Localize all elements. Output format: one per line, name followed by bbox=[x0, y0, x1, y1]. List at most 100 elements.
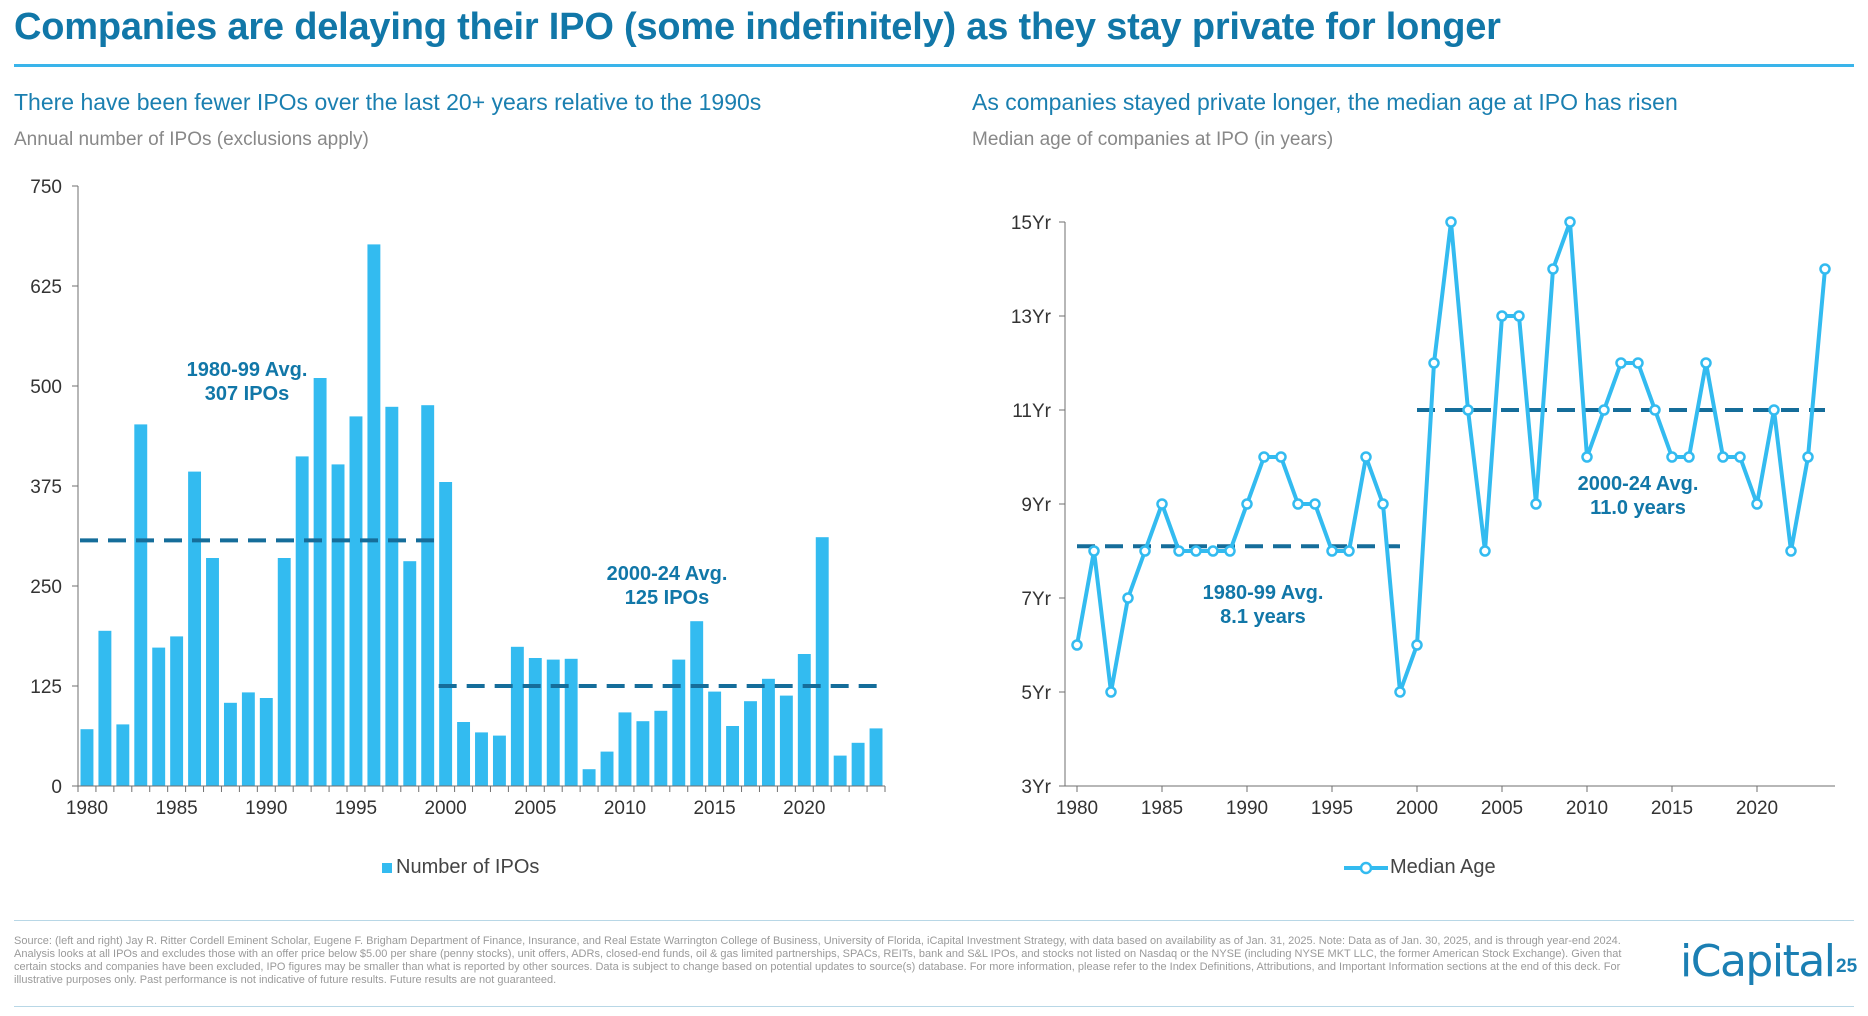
bar-2012 bbox=[654, 710, 668, 786]
line-x-tick-label: 1985 bbox=[1141, 798, 1183, 819]
left-chart-caption: Annual number of IPOs (exclusions apply) bbox=[14, 129, 369, 150]
point-1990 bbox=[1241, 498, 1253, 510]
bar-1994 bbox=[331, 464, 345, 786]
line-avg-value-2000-24: 11.0 years bbox=[1590, 497, 1686, 519]
point-2017 bbox=[1700, 357, 1712, 369]
bar-x-tick-label: 2020 bbox=[783, 798, 825, 819]
bar-1986 bbox=[188, 471, 202, 786]
line-avg-label-1980-99: 1980-99 Avg. bbox=[1203, 582, 1324, 604]
line-y-tick-label: 13Yr bbox=[1011, 307, 1052, 328]
line-x-tick-label: 1980 bbox=[1056, 798, 1098, 819]
bar-avg-label-2000-24: 2000-24 Avg. bbox=[607, 563, 728, 585]
bar-1996 bbox=[367, 244, 381, 786]
bar-2021 bbox=[815, 537, 829, 786]
bar-2015 bbox=[708, 691, 722, 786]
point-1989 bbox=[1224, 545, 1236, 557]
bar-y-tick-label: 250 bbox=[30, 577, 62, 598]
bar-1985 bbox=[170, 636, 184, 786]
bar-x-tick-label: 2005 bbox=[514, 798, 556, 819]
point-1996 bbox=[1343, 545, 1355, 557]
line-avg-label-2000-24: 2000-24 Avg. bbox=[1578, 473, 1699, 495]
point-2010 bbox=[1581, 451, 1593, 463]
bar-y-tick-label: 750 bbox=[30, 177, 62, 198]
point-1985 bbox=[1156, 498, 1168, 510]
bar-2017 bbox=[744, 701, 757, 786]
bar-2023 bbox=[851, 742, 865, 786]
left-chart-subtitle: There have been fewer IPOs over the last… bbox=[14, 89, 762, 115]
line-x-tick-label: 2020 bbox=[1736, 798, 1778, 819]
bar-x-tick-label: 1995 bbox=[335, 798, 377, 819]
point-2003 bbox=[1462, 404, 1474, 416]
right-chart-caption: Median age of companies at IPO (in years… bbox=[972, 129, 1334, 150]
line-x-tick-label: 2015 bbox=[1651, 798, 1693, 819]
title-divider bbox=[14, 64, 1854, 67]
median-age-series-line bbox=[1075, 220, 1827, 694]
line-x-tick-label: 2005 bbox=[1481, 798, 1523, 819]
bar-2019 bbox=[779, 695, 793, 786]
bar-x-tick-label: 1985 bbox=[155, 798, 197, 819]
line-x-tick-label: 2000 bbox=[1396, 798, 1438, 819]
point-2021 bbox=[1768, 404, 1780, 416]
bar-2020 bbox=[797, 654, 811, 786]
point-2007 bbox=[1530, 498, 1542, 510]
bar-x-tick-label: 1990 bbox=[245, 798, 287, 819]
point-2006 bbox=[1513, 310, 1525, 322]
point-1988 bbox=[1207, 545, 1219, 557]
point-1982 bbox=[1105, 686, 1117, 698]
page-number: 25 bbox=[1836, 956, 1858, 977]
point-1981 bbox=[1088, 545, 1100, 557]
point-2001 bbox=[1428, 357, 1440, 369]
bar-x-tick-label: 2000 bbox=[424, 798, 466, 819]
point-1984 bbox=[1139, 545, 1151, 557]
bar-2006 bbox=[546, 659, 560, 786]
point-2016 bbox=[1683, 451, 1695, 463]
median-age-line-chart: 3Yr 5Yr 7Yr 9Yr 11Yr 13Yr 15Yr 1980 1985 1990 1995… bbox=[1011, 213, 1835, 819]
bar-2005 bbox=[528, 658, 542, 786]
bar-1988 bbox=[223, 702, 237, 786]
bar-x-tick-label: 2015 bbox=[693, 798, 735, 819]
line-x-tick-label: 2010 bbox=[1566, 798, 1608, 819]
bar-y-tick-label: 375 bbox=[30, 477, 62, 498]
bar-2016 bbox=[726, 726, 740, 786]
bar-1981 bbox=[98, 630, 112, 786]
bar-2000 bbox=[439, 482, 453, 786]
source-footnote: Source: (left and right) Jay R. Ritter C… bbox=[14, 935, 1622, 986]
bar-x-tick-label: 2010 bbox=[604, 798, 646, 819]
footer-divider bbox=[14, 920, 1854, 921]
point-1994 bbox=[1309, 498, 1321, 510]
point-1983 bbox=[1122, 592, 1134, 604]
bar-2024 bbox=[869, 728, 883, 786]
point-1987 bbox=[1190, 545, 1202, 557]
bar-x-tick-label: 1980 bbox=[66, 798, 108, 819]
bar-2008 bbox=[582, 769, 596, 786]
point-2022 bbox=[1785, 545, 1797, 557]
line-avg-value-1980-99: 8.1 years bbox=[1220, 606, 1306, 628]
point-2023 bbox=[1802, 451, 1814, 463]
bar-2001 bbox=[457, 722, 471, 786]
bar-y-tick-label: 625 bbox=[30, 277, 62, 298]
bar-1990 bbox=[259, 698, 273, 786]
footer-bottom-divider bbox=[14, 1006, 1854, 1007]
line-y-tick-label: 3Yr bbox=[1021, 777, 1051, 798]
right-chart-subtitle: As companies stayed private longer, the … bbox=[972, 89, 1678, 115]
bar-avg-value-1980-99: 307 IPOs bbox=[205, 383, 290, 405]
bar-avg-label-1980-99: 1980-99 Avg. bbox=[187, 359, 308, 381]
point-2009 bbox=[1564, 216, 1576, 228]
point-2000 bbox=[1411, 639, 1423, 651]
point-1997 bbox=[1360, 451, 1372, 463]
point-1991 bbox=[1258, 451, 1270, 463]
bar-1983 bbox=[134, 424, 148, 786]
line-legend-label: Median Age bbox=[1390, 856, 1496, 878]
bar-legend-label: Number of IPOs bbox=[396, 856, 540, 878]
bar-2003 bbox=[492, 735, 506, 786]
bar-1989 bbox=[241, 692, 255, 786]
point-2019 bbox=[1734, 451, 1746, 463]
bar-legend-swatch bbox=[382, 862, 392, 873]
point-1995 bbox=[1326, 545, 1338, 557]
point-2008 bbox=[1547, 263, 1559, 275]
line-legend-swatch bbox=[1344, 861, 1388, 874]
point-2011 bbox=[1598, 404, 1610, 416]
bar-2009 bbox=[600, 751, 614, 786]
bar-1995 bbox=[349, 416, 363, 786]
point-1993 bbox=[1292, 498, 1304, 510]
